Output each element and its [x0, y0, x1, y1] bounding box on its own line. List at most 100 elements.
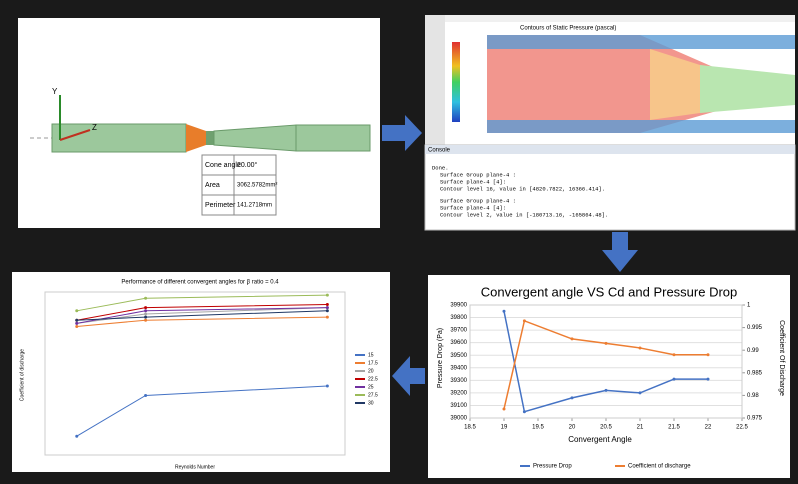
- x-axis-label: Reynolds Number: [175, 464, 215, 470]
- x-tick-label: 20.5: [600, 425, 612, 431]
- point: [707, 353, 710, 356]
- console-line: Surface Group plane-4 :: [440, 171, 516, 178]
- dimension-table: Cone angle 20.00° Area 3062.5782mm² Peri…: [202, 155, 277, 215]
- chart-title: Convergent angle VS Cd and Pressure Drop: [481, 284, 738, 299]
- legend-label: Pressure Drop: [533, 464, 572, 470]
- x-tick-label: 21: [637, 425, 644, 431]
- table-cell: Area: [205, 182, 220, 189]
- y-axis-label: Pressure Drop (Pa): [437, 328, 444, 388]
- x-tick-label: 22.5: [736, 425, 748, 431]
- y-tick-label: 39700: [450, 328, 467, 334]
- point: [523, 319, 526, 322]
- y-tick-label: 39000: [450, 416, 467, 422]
- point: [673, 353, 676, 356]
- pipe-inlet: [52, 124, 186, 152]
- table-cell: Perimeter: [205, 202, 236, 209]
- point: [523, 410, 526, 413]
- legend-label: 25: [368, 384, 374, 390]
- y-tick-label: 39200: [450, 390, 467, 396]
- point: [639, 391, 642, 394]
- table-cell: Cone angle: [205, 162, 241, 169]
- console-title: Console: [428, 148, 451, 154]
- y2-axis-label: Coefficient Of Discharge: [778, 320, 785, 396]
- axis-label: Y: [52, 87, 58, 96]
- y-tick-label: 39600: [450, 340, 467, 346]
- contour-low: [487, 120, 795, 133]
- viewport-title: Contours of Static Pressure (pascal): [520, 26, 616, 32]
- point: [326, 306, 329, 309]
- y2-tick-label: 0.995: [747, 325, 763, 331]
- x-tick-label: 22: [705, 425, 712, 431]
- point: [144, 297, 147, 300]
- figure: Y Z Cone angle 20.00° Area 3062.5782mm² …: [0, 0, 798, 484]
- y2-tick-label: 0.985: [747, 370, 763, 376]
- point: [571, 396, 574, 399]
- legend-label: 20: [368, 368, 374, 374]
- y-tick-label: 39500: [450, 353, 467, 359]
- x-tick-label: 19: [501, 425, 508, 431]
- table-cell: 3062.5782mm²: [237, 183, 277, 189]
- x-tick-label: 18.5: [464, 425, 476, 431]
- y2-tick-label: 0.98: [747, 393, 759, 399]
- point: [326, 316, 329, 319]
- x-tick-label: 20: [569, 425, 576, 431]
- chart-title: Performance of different convergent angl…: [121, 280, 279, 286]
- axis-label: Z: [92, 123, 97, 132]
- y-tick-label: 39800: [450, 315, 467, 321]
- point: [75, 435, 78, 438]
- point: [144, 394, 147, 397]
- y-tick-label: 39100: [450, 403, 467, 409]
- point: [326, 309, 329, 312]
- console-line: Done.: [432, 164, 449, 171]
- point: [144, 306, 147, 309]
- point: [707, 378, 710, 381]
- legend-label: 15: [368, 352, 374, 358]
- point: [605, 389, 608, 392]
- console-line: Surface Group plane-4 :: [440, 197, 516, 204]
- toolbar: [425, 15, 445, 145]
- x-tick-label: 19.5: [532, 425, 544, 431]
- console-line: Contour level 2, value in [-180713.16, -…: [440, 211, 608, 218]
- point: [144, 319, 147, 322]
- table-cell: 20.00°: [237, 161, 258, 169]
- performance-panel: [12, 272, 390, 472]
- x-tick-label: 21.5: [668, 425, 680, 431]
- y-tick-label: 39900: [450, 303, 467, 309]
- geometry-panel: [18, 18, 380, 228]
- console-line: Contour level 16, value in [4820.7822, 1…: [440, 185, 605, 192]
- point: [503, 407, 506, 410]
- console-line: Surface plane-4 [4]:: [440, 178, 506, 185]
- legend-label: 17.5: [368, 360, 378, 366]
- legend-label: 22.5: [368, 376, 378, 382]
- point: [75, 309, 78, 312]
- legend-label: 30: [368, 400, 374, 406]
- point: [144, 316, 147, 319]
- console-line: Surface plane-4 [4]:: [440, 204, 506, 211]
- contour-low: [487, 35, 795, 49]
- y-tick-label: 39400: [450, 365, 467, 371]
- pipe-outlet: [296, 125, 370, 151]
- legend-label: Coefficient of discharge: [628, 464, 691, 470]
- x-axis-label: Convergent Angle: [568, 435, 632, 444]
- y-axis-label: Coefficient of discharge: [19, 349, 25, 401]
- y2-tick-label: 0.99: [747, 348, 759, 354]
- point: [326, 294, 329, 297]
- point: [144, 309, 147, 312]
- legend-label: 27.5: [368, 392, 378, 398]
- point: [673, 378, 676, 381]
- y2-tick-label: 0.975: [747, 416, 763, 422]
- throat: [206, 131, 214, 145]
- point: [144, 312, 147, 315]
- point: [639, 346, 642, 349]
- point: [75, 322, 78, 325]
- table-cell: 141.2718mm: [237, 203, 272, 209]
- point: [326, 385, 329, 388]
- point: [326, 303, 329, 306]
- y-tick-label: 39300: [450, 378, 467, 384]
- point: [75, 319, 78, 322]
- point: [571, 337, 574, 340]
- point: [75, 325, 78, 328]
- point: [503, 310, 506, 313]
- color-scale: [452, 42, 460, 122]
- point: [605, 342, 608, 345]
